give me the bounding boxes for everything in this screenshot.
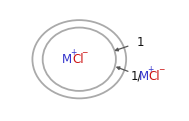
Text: −: − — [81, 48, 87, 57]
Text: +: + — [70, 48, 76, 57]
Text: M: M — [62, 53, 72, 66]
Text: −: − — [158, 65, 164, 74]
Text: 1/: 1/ — [131, 69, 142, 83]
Text: M: M — [139, 69, 149, 83]
Text: Cl: Cl — [149, 69, 160, 83]
Text: +: + — [147, 65, 154, 74]
Text: Cl: Cl — [72, 53, 84, 66]
Text: 1: 1 — [137, 36, 145, 49]
